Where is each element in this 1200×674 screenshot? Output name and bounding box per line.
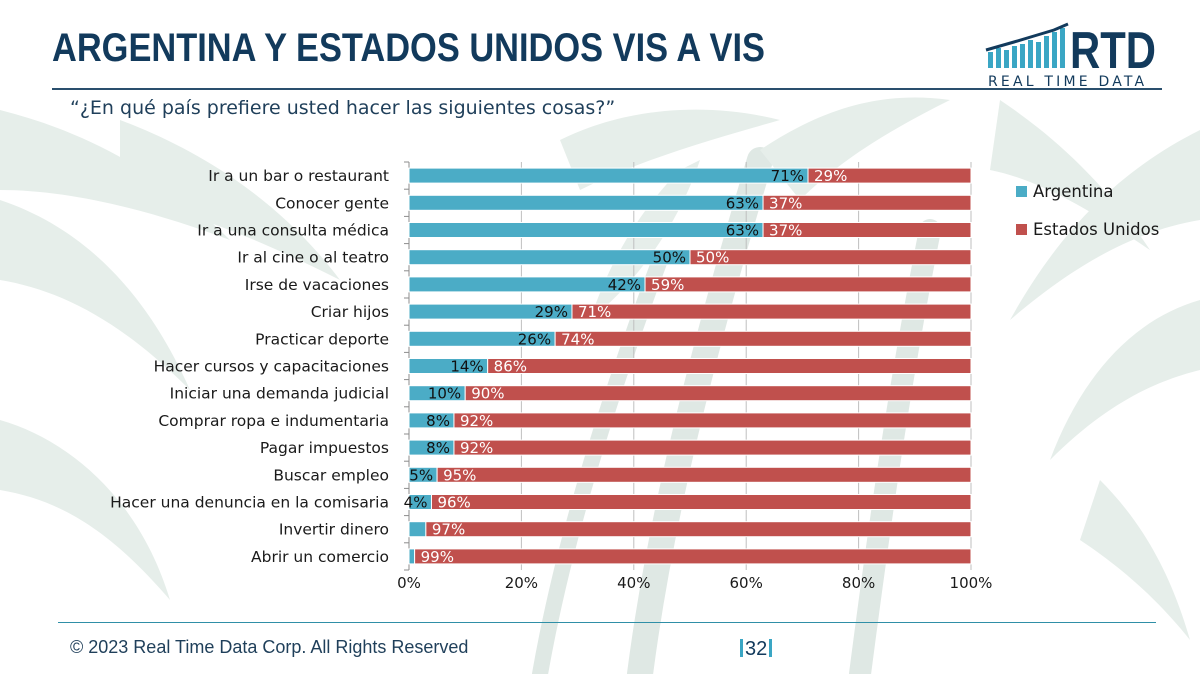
data-label-argentina: 5% (409, 466, 433, 484)
copyright-text: © 2023 Real Time Data Corp. All Rights R… (70, 637, 469, 657)
category-label: Practicar deporte (255, 330, 389, 348)
category-label: Conocer gente (275, 194, 389, 212)
bar-argentina (408, 194, 764, 211)
category-label: Iniciar una demanda judicial (170, 385, 389, 403)
data-label-estados-unidos: 92% (460, 439, 493, 457)
bar-argentina (408, 222, 764, 238)
category-label: Criar hijos (311, 303, 389, 321)
category-label: Comprar ropa e indumentaria (158, 412, 389, 430)
data-label-estados-unidos: 37% (769, 194, 802, 212)
data-label-estados-unidos: 90% (471, 385, 504, 403)
bar-estados-unidos (464, 385, 972, 402)
data-label-argentina: 8% (426, 439, 450, 457)
data-label-estados-unidos: 96% (437, 494, 470, 512)
page-subtitle: “¿En qué país prefiere usted hacer las s… (70, 97, 616, 119)
page-number-value: 32 (745, 638, 768, 660)
data-label-estados-unidos: 99% (421, 548, 454, 566)
bar-estados-unidos (453, 412, 972, 429)
data-label-argentina: 71% (771, 167, 804, 185)
data-label-argentina: 63% (726, 222, 759, 240)
data-label-estados-unidos: 50% (696, 249, 729, 267)
bar-argentina (408, 521, 427, 538)
chart-legend: Argentina Estados Unidos (1016, 182, 1159, 239)
category-label: Buscar empleo (273, 466, 389, 484)
bar-argentina (408, 167, 809, 184)
data-label-estados-unidos: 37% (769, 222, 802, 240)
data-label-argentina: 4% (404, 494, 428, 512)
category-label: Ir al cine o al teatro (237, 249, 389, 267)
data-label-estados-unidos: 59% (651, 276, 684, 294)
bar-estados-unidos (689, 249, 972, 266)
footer-divider (58, 622, 1156, 623)
data-label-argentina: 50% (653, 249, 686, 267)
x-axis-ticks: 0% 20% 40% 60% 80% 100% (397, 574, 992, 592)
logo-tagline: REAL TIME DATA (988, 74, 1148, 90)
legend-swatch (1016, 186, 1027, 197)
legend-swatch (1016, 224, 1027, 235)
title-divider (52, 88, 1162, 90)
category-labels: Ir a un bar o restaurant Conocer gente Ir … (110, 167, 389, 566)
bar-estados-unidos (487, 358, 972, 374)
category-label: Ir a una consulta médica (197, 222, 389, 240)
data-label-argentina: 63% (726, 194, 759, 212)
bar-estados-unidos (644, 276, 972, 293)
logo-mark: RTD (1070, 22, 1156, 80)
bar-estados-unidos (453, 439, 972, 456)
bar-estados-unidos (436, 466, 972, 483)
page-number-left-bar (740, 639, 743, 657)
bar-estados-unidos (762, 222, 972, 238)
data-label-estados-unidos: 95% (443, 466, 476, 484)
page-title: ARGENTINA Y ESTADOS UNIDOS VIS A VIS (52, 26, 765, 70)
bar-estados-unidos (571, 303, 972, 320)
bar-argentina (408, 548, 416, 565)
bar-argentina (408, 249, 691, 266)
category-label: Ir a un bar o restaurant (208, 167, 389, 185)
x-tick-label: 20% (505, 574, 538, 592)
legend-label: Estados Unidos (1033, 220, 1159, 239)
x-tick-label: 0% (397, 574, 421, 592)
bar-estados-unidos (807, 167, 972, 184)
page-number-right-bar (769, 639, 773, 657)
data-label-estados-unidos: 29% (814, 167, 847, 185)
bar-estados-unidos (430, 494, 972, 510)
category-label: Abrir un comercio (251, 548, 389, 566)
page-number: 32 (738, 638, 774, 661)
data-label-argentina: 26% (518, 330, 551, 348)
category-label: Irse de vacaciones (245, 276, 389, 294)
category-label: Hacer una denuncia en la comisaria (110, 494, 389, 512)
category-label: Invertir dinero (279, 521, 389, 539)
data-label-argentina: 29% (535, 303, 568, 321)
chart-bars: 71% 29% 63% 37% 63% 37% 50% 50% 42% 59% 29% 71% 26% 7… (404, 167, 972, 566)
data-label-estados-unidos: 92% (460, 412, 493, 430)
x-tick-label: 80% (842, 574, 875, 592)
data-label-estados-unidos: 74% (561, 330, 594, 348)
data-label-argentina: 10% (428, 385, 461, 403)
data-label-estados-unidos: 86% (494, 358, 527, 376)
data-label-argentina: 42% (608, 276, 641, 294)
x-tick-label: 40% (617, 574, 650, 592)
legend-label: Argentina (1033, 182, 1114, 201)
x-tick-label: 60% (730, 574, 763, 592)
rtd-logo: RTD (985, 22, 1156, 80)
bar-estados-unidos (762, 194, 972, 211)
x-tick-label: 100% (950, 574, 993, 592)
data-label-argentina: 8% (426, 412, 450, 430)
bar-estados-unidos (414, 548, 972, 565)
stacked-bar-chart: 71% 29% 63% 37% 63% 37% 50% 50% 42% 59% 29% 71% 26% 7… (110, 161, 1159, 592)
data-label-argentina: 14% (450, 358, 483, 376)
bar-estados-unidos (425, 521, 972, 538)
category-label: Hacer cursos y capacitaciones (154, 358, 389, 376)
bar-estados-unidos (554, 330, 972, 347)
category-label: Pagar impuestos (260, 439, 389, 457)
data-label-estados-unidos: 71% (578, 303, 611, 321)
data-label-estados-unidos: 97% (432, 521, 465, 539)
